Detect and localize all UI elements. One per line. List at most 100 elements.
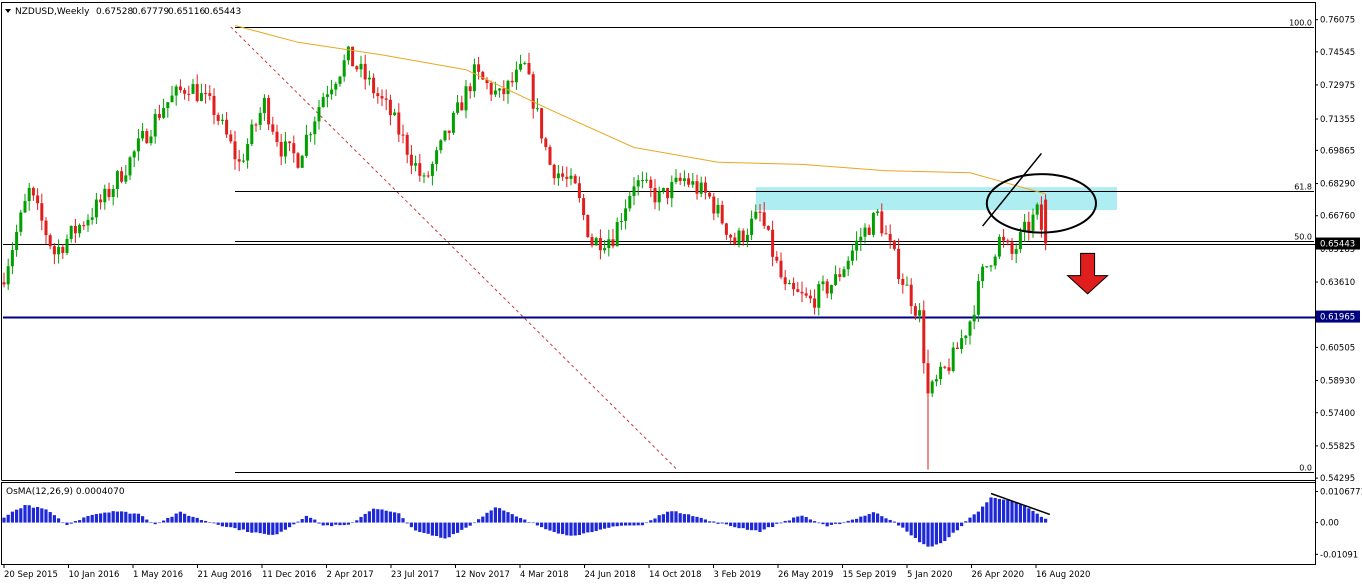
oscillator-bar bbox=[1010, 501, 1014, 523]
candle-body bbox=[1044, 199, 1048, 244]
candle-body bbox=[57, 247, 61, 255]
oscillator-bar bbox=[737, 522, 741, 529]
candle-body bbox=[489, 83, 493, 95]
candle-body bbox=[708, 192, 712, 197]
candle-body bbox=[976, 281, 980, 315]
oscillator-bar bbox=[48, 512, 52, 523]
candle-body bbox=[183, 90, 187, 94]
candle-body bbox=[628, 196, 632, 209]
candle-body bbox=[90, 217, 94, 220]
oscillator-bar bbox=[296, 521, 300, 523]
candle-body bbox=[6, 266, 10, 285]
candle-body bbox=[212, 95, 216, 115]
oscillator-bar bbox=[615, 522, 619, 527]
oscillator-bar bbox=[981, 506, 985, 523]
candle-body bbox=[590, 237, 594, 246]
candle-body bbox=[800, 291, 804, 294]
horizontal-lines-layer bbox=[3, 244, 1315, 319]
oscillator-tick-label: 0.00 bbox=[1320, 519, 1339, 529]
candle-body bbox=[762, 212, 766, 226]
candle-body bbox=[850, 250, 854, 261]
oscillator-bar bbox=[783, 520, 787, 523]
candle-body bbox=[52, 246, 56, 255]
oscillator-bar bbox=[632, 522, 636, 526]
price-tick-label: 0.58930 bbox=[1320, 377, 1355, 387]
candle-body bbox=[1002, 236, 1006, 241]
candle-body bbox=[703, 182, 707, 193]
oscillator-bar bbox=[300, 519, 304, 523]
oscillator-bar bbox=[498, 508, 502, 523]
candle-body bbox=[153, 114, 157, 137]
oscillator-bar bbox=[19, 508, 23, 523]
candle-body bbox=[829, 285, 833, 294]
candle-body bbox=[645, 179, 649, 181]
oscillator-bar bbox=[552, 522, 556, 532]
oscillator-bar bbox=[699, 517, 703, 523]
oscillator-bar bbox=[477, 519, 481, 523]
oscillator-bar bbox=[414, 522, 418, 531]
time-tick-label: 14 Oct 2018 bbox=[649, 570, 702, 580]
oscillator-bar bbox=[225, 522, 229, 527]
candle-body bbox=[317, 107, 321, 122]
candle-body bbox=[737, 230, 741, 245]
oscillator-bar bbox=[99, 513, 103, 523]
trendline-layer bbox=[230, 26, 677, 469]
candle-body bbox=[695, 181, 699, 194]
time-tick-label: 4 Mar 2018 bbox=[520, 570, 568, 580]
oscillator-bar bbox=[611, 522, 615, 527]
oscillator-bar bbox=[1014, 502, 1018, 523]
candle-body bbox=[426, 175, 430, 177]
oscillator-bar bbox=[561, 522, 565, 535]
candle-body bbox=[535, 108, 539, 110]
candle-body bbox=[619, 220, 623, 222]
moving-average-layer bbox=[234, 25, 1046, 195]
candle-body bbox=[1035, 204, 1039, 215]
oscillator-bar bbox=[430, 522, 434, 536]
candle-body bbox=[61, 247, 65, 253]
candle-body bbox=[871, 212, 875, 235]
time-tick-label: 15 Sep 2019 bbox=[843, 570, 897, 580]
candle-body bbox=[174, 86, 178, 96]
candle-body bbox=[842, 269, 846, 277]
oscillator-bar bbox=[712, 521, 716, 523]
oscillator-bar bbox=[598, 522, 602, 530]
oscillator-bar bbox=[460, 522, 464, 530]
candle-body bbox=[372, 77, 376, 94]
oscillator-bar bbox=[78, 520, 82, 523]
candle-body bbox=[78, 225, 82, 234]
oscillator-bar bbox=[989, 497, 993, 523]
oscillator-bar bbox=[829, 522, 833, 525]
candle-body bbox=[947, 367, 951, 371]
candle-body bbox=[825, 281, 829, 294]
oscillator-bar bbox=[128, 513, 132, 523]
candle-body bbox=[283, 141, 287, 157]
candle-body bbox=[414, 163, 418, 166]
oscillator-bar bbox=[115, 511, 119, 523]
close-value: 0.65443 bbox=[204, 7, 241, 17]
candle-body bbox=[359, 63, 363, 70]
low-value: 0.65116 bbox=[168, 7, 205, 17]
oscillator-bar bbox=[103, 512, 107, 523]
oscillator-bar bbox=[792, 517, 796, 523]
candle-body bbox=[233, 141, 237, 160]
oscillator-bar bbox=[351, 522, 355, 523]
chevron-down-icon[interactable] bbox=[5, 9, 11, 13]
moving-average-line bbox=[234, 25, 1046, 195]
oscillator-bar bbox=[955, 522, 959, 531]
candle-body bbox=[195, 84, 199, 102]
oscillator-bar bbox=[472, 522, 476, 524]
candle-body bbox=[292, 143, 296, 154]
candle-body bbox=[1027, 221, 1031, 231]
candle-body bbox=[821, 281, 825, 285]
oscillator-bar bbox=[687, 514, 691, 523]
oscillator-bar bbox=[162, 520, 166, 523]
candle-body bbox=[548, 146, 552, 165]
candle-body bbox=[1031, 214, 1035, 231]
oscillator-bar bbox=[82, 517, 86, 523]
oscillator-bar bbox=[15, 509, 19, 523]
candle-body bbox=[918, 310, 922, 316]
candle-body bbox=[779, 260, 783, 278]
candle-body bbox=[115, 171, 119, 190]
candle-body bbox=[687, 178, 691, 185]
